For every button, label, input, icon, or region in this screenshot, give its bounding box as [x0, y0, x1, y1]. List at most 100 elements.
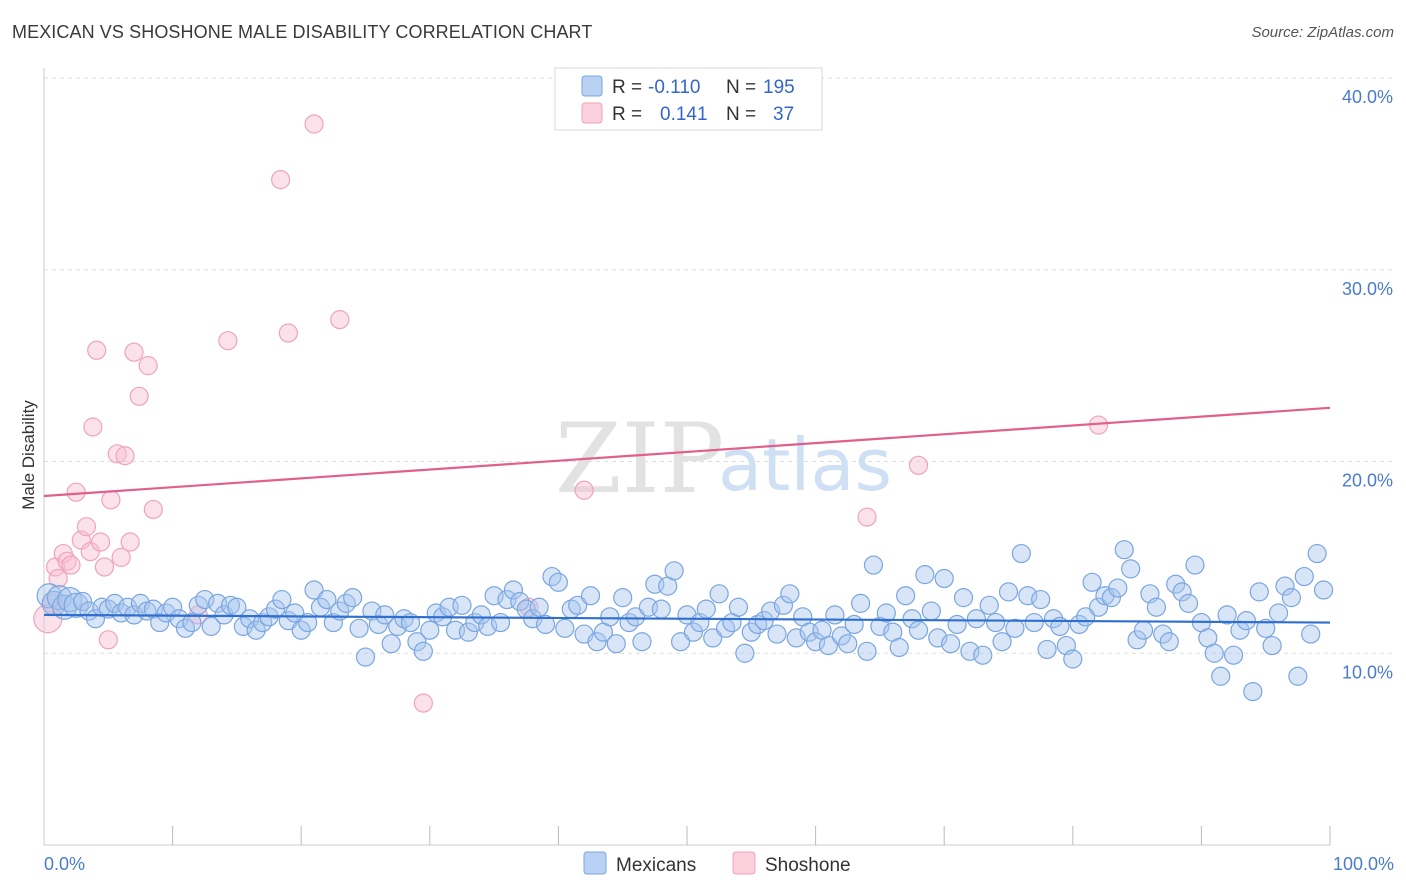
mexicans-point: [72, 591, 93, 612]
mexicans-point: [1011, 543, 1031, 564]
mexicans-point: [169, 609, 189, 629]
mexicans-point: [1262, 635, 1282, 656]
mexicans-point: [966, 609, 986, 629]
shoshone-trendline: [43, 406, 1331, 498]
mexicans-point: [986, 612, 1006, 633]
mexicans-point: [606, 634, 626, 654]
shoshone-point: [413, 693, 433, 713]
mexicans-point: [1037, 639, 1057, 660]
mexicans-point: [298, 612, 318, 633]
mexicans-point: [265, 599, 286, 619]
mexicans-point: [805, 632, 826, 652]
mexicans-point: [851, 593, 871, 613]
shoshone-point: [271, 170, 291, 190]
y-tick-labels: 10.0% 20.0% 30.0% 40.0%: [1342, 87, 1393, 682]
mexicans-trendline: [43, 613, 1331, 624]
mexicans-point: [902, 609, 922, 629]
mexicans-point: [960, 641, 980, 661]
mexicans-point: [703, 628, 723, 648]
mexicans-point: [587, 632, 607, 652]
bottom-legend-label-shoshone: Shoshone: [765, 855, 851, 876]
mexicans-point: [1281, 588, 1302, 608]
mexicans-point: [1294, 566, 1314, 587]
mexicans-point: [304, 580, 324, 600]
legend-n-value-mexicans: 195: [763, 77, 795, 98]
mexicans-point: [1301, 624, 1321, 644]
mexicans-point: [818, 635, 839, 656]
x-tick-label-min: 0.0%: [44, 854, 85, 874]
legend-n-label-mexicans: N =: [726, 77, 756, 98]
mexicans-point: [233, 616, 253, 637]
mexicans-point: [838, 634, 858, 654]
mexicans-point: [1153, 624, 1173, 644]
mexicans-point: [941, 634, 961, 654]
mexicans-point: [825, 605, 845, 625]
mexicans-point: [953, 588, 974, 608]
shoshone-point: [94, 557, 115, 577]
mexicans-point: [896, 586, 916, 606]
shoshone-point: [90, 532, 111, 552]
mexicans-point: [728, 597, 749, 617]
mexicans-point: [413, 641, 433, 661]
mexicans-point: [490, 612, 511, 633]
shoshone-point: [330, 310, 350, 330]
mexicans-point: [1114, 540, 1134, 560]
mexicans-point: [934, 568, 954, 589]
mexicans-point: [632, 632, 652, 652]
mexicans-point: [1166, 574, 1186, 594]
mexicans-point: [780, 584, 800, 604]
bottom-legend-label-mexicans: Mexicans: [616, 855, 696, 876]
mexicans-point: [1018, 586, 1038, 606]
shoshone-point: [304, 114, 324, 134]
chart-title: MEXICAN VS SHOSHONE MALE DISABILITY CORR…: [12, 22, 593, 42]
x-ticks: [172, 826, 1331, 845]
mexicans-point: [992, 632, 1012, 652]
mexicans-point: [407, 632, 427, 652]
mexicans-point: [741, 622, 761, 642]
shoshone-point: [101, 490, 121, 510]
mexicans-point: [471, 605, 491, 625]
mexicans-point: [349, 618, 369, 638]
mexicans-point: [1256, 618, 1276, 638]
mexicans-point: [889, 637, 909, 658]
shoshone-point: [107, 444, 127, 464]
mexicans-point: [555, 618, 575, 638]
mexicans-point: [246, 620, 266, 640]
shoshone-point: [57, 551, 77, 571]
mexicans-point: [580, 586, 601, 606]
mexicans-point: [510, 591, 530, 612]
shoshone-point: [87, 340, 107, 360]
mexicans-point: [1204, 643, 1224, 663]
y-axis-label: Male Disability: [19, 400, 38, 510]
mexicans-point: [1223, 645, 1244, 665]
mexicans-point: [375, 605, 395, 625]
mexicans-point: [503, 580, 523, 600]
mexicans-point: [1024, 612, 1044, 633]
mexicans-point: [1101, 588, 1121, 608]
shoshone-point: [83, 417, 103, 437]
legend-r-value-shoshone: 0.141: [660, 104, 708, 125]
mexicans-point: [915, 565, 935, 585]
shoshone-point: [574, 480, 594, 500]
mexicans-point: [947, 614, 967, 635]
mexicans-point: [1108, 578, 1128, 598]
legend-r-label-shoshone: R =: [612, 104, 642, 125]
mexicans-point: [343, 588, 363, 608]
mexicans-point: [754, 611, 774, 631]
mexicans-point: [625, 607, 646, 627]
mexicans-point: [458, 622, 478, 642]
mexicans-point: [1031, 589, 1051, 610]
legend-n-label-shoshone: N =: [726, 104, 756, 125]
mexicans-point: [683, 622, 704, 642]
mexicans-point: [182, 612, 202, 633]
mexicans-point: [452, 595, 472, 615]
mexicans-point: [844, 614, 864, 635]
mexicans-point: [1121, 559, 1141, 579]
bottom-legend-swatch-mexicans: [583, 851, 607, 875]
mexicans-point: [1063, 649, 1083, 669]
mexicans-point: [1172, 582, 1192, 602]
legend: R = -0.110 N = 195 R = 0.141 N = 37: [554, 67, 823, 131]
mexicans-point: [1211, 666, 1231, 686]
mexicans-points: [36, 540, 1334, 702]
mexicans-point: [664, 561, 684, 581]
